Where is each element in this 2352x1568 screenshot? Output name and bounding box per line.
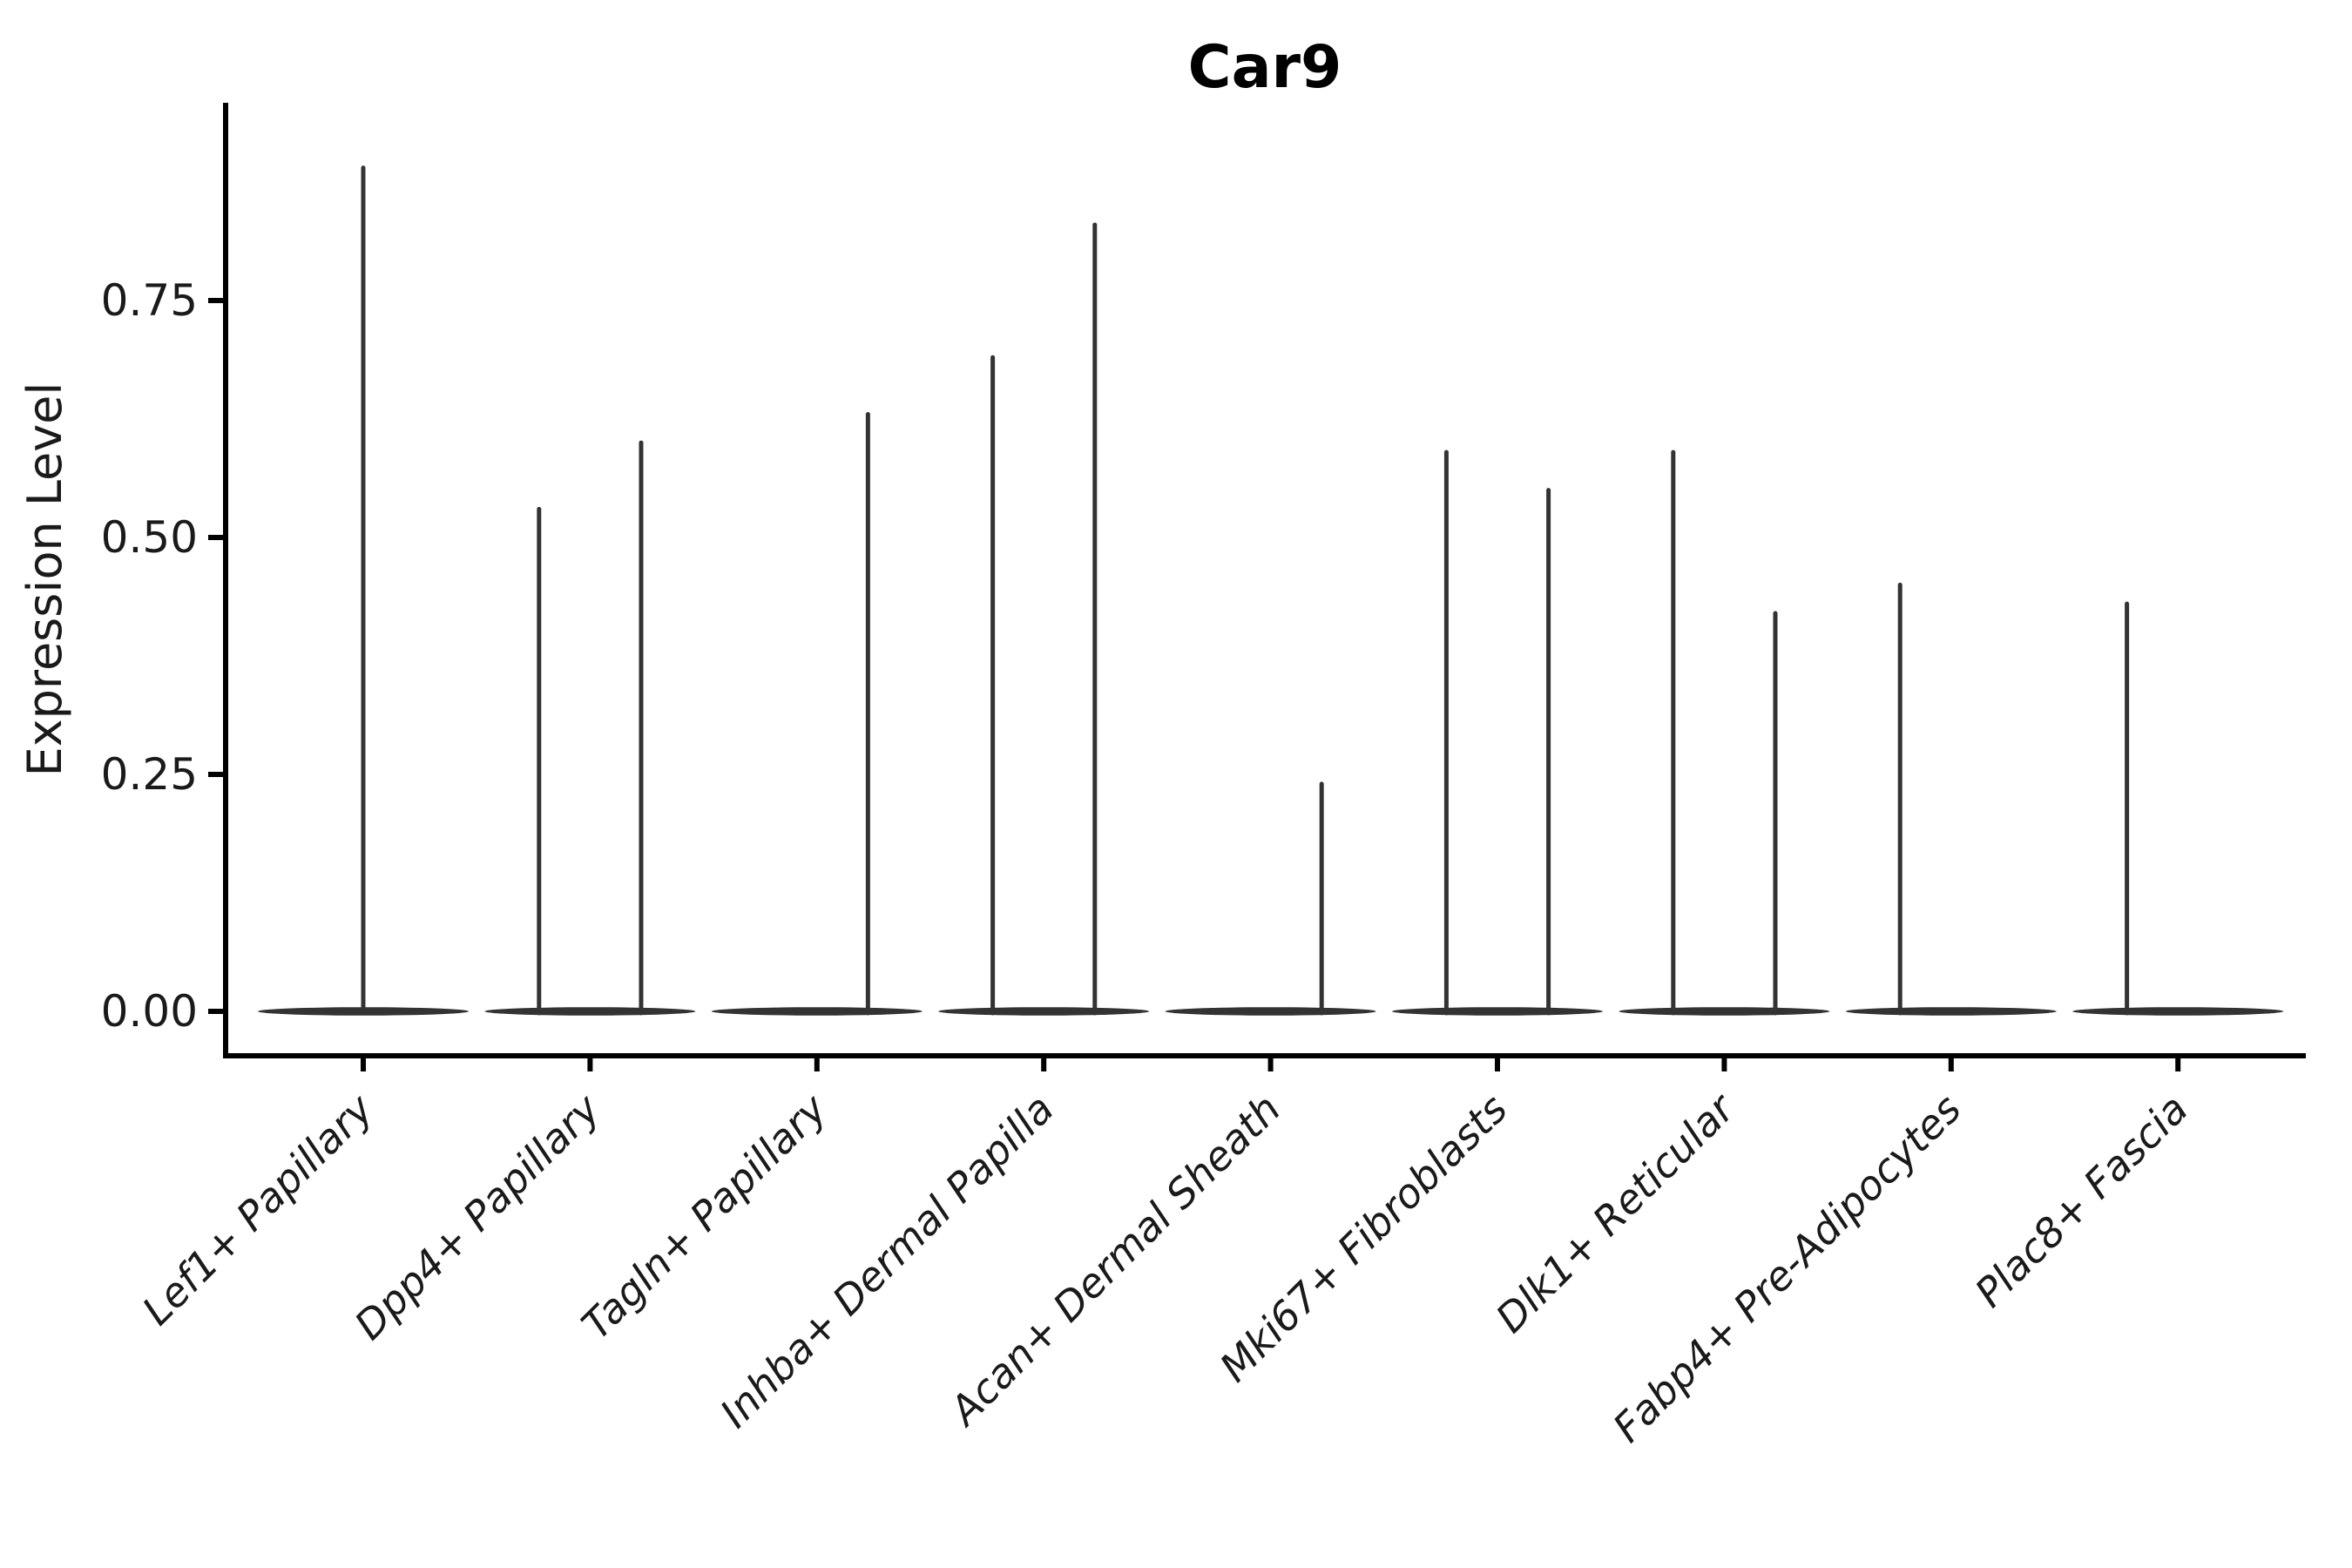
- x-tick-label: Dlk1+ Reticular: [1487, 1083, 1746, 1342]
- y-axis-label: Expression Level: [17, 382, 72, 777]
- violin-base: [1165, 1007, 1376, 1016]
- chart-title: Car9: [1188, 33, 1342, 102]
- y-tick-label: 0.00: [101, 986, 198, 1037]
- violin-base: [484, 1007, 696, 1016]
- x-tick-label: Plac8+ Fascia: [1966, 1085, 2197, 1316]
- x-tick-label: Dpp4+ Papillary: [346, 1085, 610, 1348]
- y-tick-label: 0.75: [101, 275, 198, 326]
- violin-base: [1845, 1007, 2057, 1016]
- violin-base: [2072, 1007, 2284, 1016]
- violin-base: [1619, 1007, 1830, 1016]
- violin-base: [711, 1007, 923, 1016]
- y-tick-label: 0.50: [101, 512, 198, 563]
- x-tick-label: Tagln+ Papillary: [572, 1085, 836, 1348]
- x-tick-label: Lef1+ Papillary: [133, 1085, 382, 1334]
- y-tick-label: 0.25: [101, 749, 198, 800]
- violin-base: [938, 1007, 1150, 1016]
- violin-base: [1392, 1007, 1603, 1016]
